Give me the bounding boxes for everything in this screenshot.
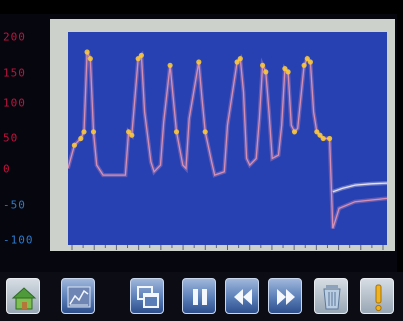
chart-icon xyxy=(67,286,91,308)
y-tick-label: 50 xyxy=(3,131,19,145)
waveform-hotspot xyxy=(129,132,135,138)
waveform-hotspot xyxy=(263,69,269,75)
waveform-hotspot xyxy=(301,62,307,68)
waveform-hotspot xyxy=(167,62,173,68)
waveform-trace-glow xyxy=(68,50,387,230)
waveform-hotspot xyxy=(234,59,240,65)
pause-button[interactable] xyxy=(182,278,216,314)
waveform-svg xyxy=(68,49,387,230)
waveform-hotspot xyxy=(78,135,84,142)
home-icon xyxy=(11,287,37,310)
fast-forward-button[interactable] xyxy=(268,278,302,314)
trash-button[interactable] xyxy=(314,278,348,314)
waveform-hotspot xyxy=(135,56,141,62)
chart-button[interactable] xyxy=(61,278,95,314)
y-tick-label: 100 xyxy=(3,96,26,110)
waveform-hotspot xyxy=(90,129,97,135)
waveform-hotspot xyxy=(173,129,180,135)
waveform-hotspot xyxy=(196,59,202,65)
waveform-hotspot xyxy=(202,129,208,135)
trash-icon xyxy=(323,285,341,310)
window-icon xyxy=(137,286,159,308)
waveform-hotspot xyxy=(71,142,77,148)
fast-forward-icon xyxy=(277,289,295,305)
window-button[interactable] xyxy=(130,278,164,314)
waveform-plot[interactable] xyxy=(68,32,387,245)
y-tick-label: -100 xyxy=(3,233,34,247)
waveform-hotspot xyxy=(237,56,243,62)
y-tick-label: 150 xyxy=(3,66,26,80)
waveform-hotspot xyxy=(84,49,90,55)
waveform-hotspot xyxy=(327,135,333,142)
waveform-hotspot xyxy=(81,129,87,135)
waveform-hotspot xyxy=(320,135,326,142)
waveform-hotspot xyxy=(317,132,323,138)
waveform-hotspot xyxy=(138,52,144,58)
screen-bezel-right xyxy=(397,0,403,321)
exclamation-icon xyxy=(375,284,382,312)
waveform-trace xyxy=(332,182,387,193)
waveform-hotspot xyxy=(260,62,266,68)
alert-button[interactable] xyxy=(360,278,394,314)
pause-icon xyxy=(193,289,207,305)
waveform-hotspot xyxy=(126,129,132,135)
waveform-hotspot xyxy=(291,129,298,135)
home-button[interactable] xyxy=(6,278,40,314)
x-axis-ticks xyxy=(71,245,384,250)
waveform-hotspot xyxy=(282,66,288,72)
waveform-hotspot xyxy=(307,59,313,65)
screen-bezel-top xyxy=(0,0,403,14)
control-toolbar xyxy=(0,272,403,321)
y-tick-label: 0 xyxy=(3,162,11,176)
waveform-hotspot xyxy=(285,69,291,75)
y-tick-label: -50 xyxy=(3,198,26,212)
rewind-button[interactable] xyxy=(225,278,259,314)
waveform-hotspot xyxy=(314,129,320,135)
y-axis: 200 150 100 50 0 -50 -100 xyxy=(0,14,52,254)
waveform-hotspot xyxy=(304,56,310,62)
rewind-icon xyxy=(234,289,252,305)
waveform-hotspot xyxy=(87,56,93,62)
y-tick-label: 200 xyxy=(3,30,26,44)
